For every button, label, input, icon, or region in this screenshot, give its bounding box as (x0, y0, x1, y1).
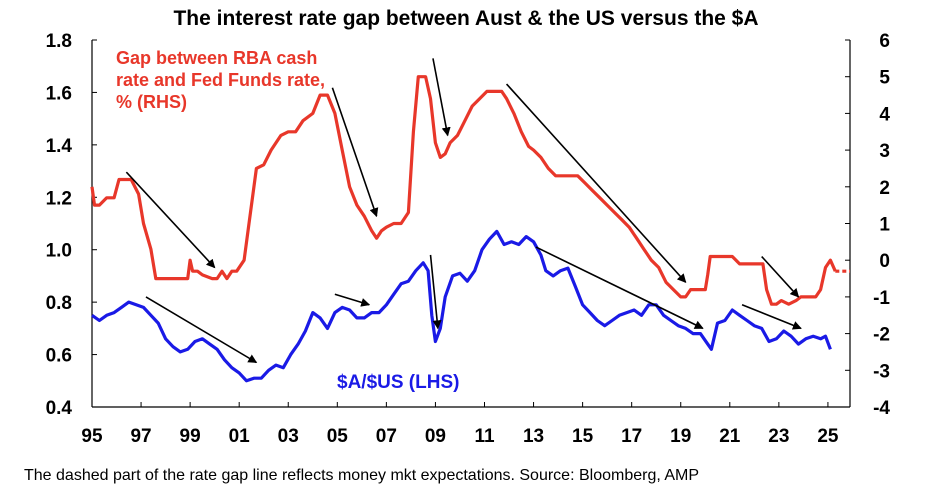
rate-gap-label-line-1: Gap between RBA cash (116, 48, 317, 68)
chart-footnote: The dashed part of the rate gap line ref… (24, 467, 699, 484)
x-tick-label: 15 (572, 426, 594, 447)
chart-title: The interest rate gap between Aust & the… (173, 7, 758, 30)
right-tick-label: -4 (873, 398, 890, 419)
axes: 0.40.60.81.01.21.41.61.8-4-3-2-101234569… (46, 31, 891, 447)
x-tick-label: 01 (229, 426, 251, 447)
left-tick-label: 1.6 (46, 83, 72, 104)
left-tick-label: 1.0 (46, 241, 72, 262)
x-tick-label: 11 (474, 426, 495, 447)
x-tick-label: 09 (425, 426, 446, 447)
x-tick-label: 25 (817, 426, 839, 447)
trend-arrow (741, 304, 802, 330)
left-tick-label: 1.4 (46, 136, 73, 157)
rate-gap-label-line-3: % (RHS) (116, 92, 187, 112)
right-tick-label: 0 (879, 251, 890, 272)
left-tick-label: 0.6 (46, 346, 72, 367)
trend-arrow (432, 58, 451, 137)
rate-gap-label-line-2: rate and Fed Funds rate, (116, 70, 325, 90)
trend-arrow (334, 293, 371, 307)
x-tick-label: 17 (621, 426, 642, 447)
right-tick-label: 1 (879, 215, 890, 236)
left-tick-label: 1.2 (46, 188, 72, 209)
rate-gap-label: Gap between RBA cash rate and Fed Funds … (116, 48, 325, 112)
right-tick-label: 4 (879, 104, 890, 125)
trend-arrow (429, 254, 442, 330)
right-tick-label: 5 (879, 68, 890, 89)
left-tick-label: 1.8 (46, 31, 72, 52)
trend-arrow (505, 83, 687, 283)
trend-arrow (535, 246, 704, 330)
left-tick-label: 0.4 (46, 398, 73, 419)
aud-usd-line (91, 229, 832, 383)
x-tick-label: 05 (327, 426, 349, 447)
x-tick-label: 13 (523, 426, 544, 447)
right-tick-label: -3 (873, 361, 890, 382)
trend-arrow (125, 171, 216, 269)
left-tick-label: 0.8 (46, 293, 72, 314)
trend-arrow (761, 255, 800, 298)
right-tick-label: -2 (873, 325, 890, 346)
rate-gap-line (90, 75, 837, 306)
right-tick-label: 3 (879, 141, 890, 162)
aud-usd-label: $A/$US (LHS) (337, 372, 459, 393)
x-tick-label: 21 (719, 426, 741, 447)
series-layer (90, 75, 850, 383)
x-tick-label: 07 (376, 426, 397, 447)
x-tick-label: 23 (768, 426, 789, 447)
trend-arrow (145, 296, 258, 364)
x-tick-label: 03 (278, 426, 299, 447)
x-tick-label: 97 (130, 426, 151, 447)
x-tick-label: 19 (670, 426, 691, 447)
right-tick-label: 2 (879, 178, 890, 199)
trend-arrows (125, 58, 802, 364)
trend-arrow (331, 87, 379, 218)
right-tick-label: -1 (873, 288, 890, 309)
right-tick-label: 6 (879, 31, 890, 52)
x-tick-label: 99 (180, 426, 201, 447)
x-tick-label: 95 (81, 426, 103, 447)
